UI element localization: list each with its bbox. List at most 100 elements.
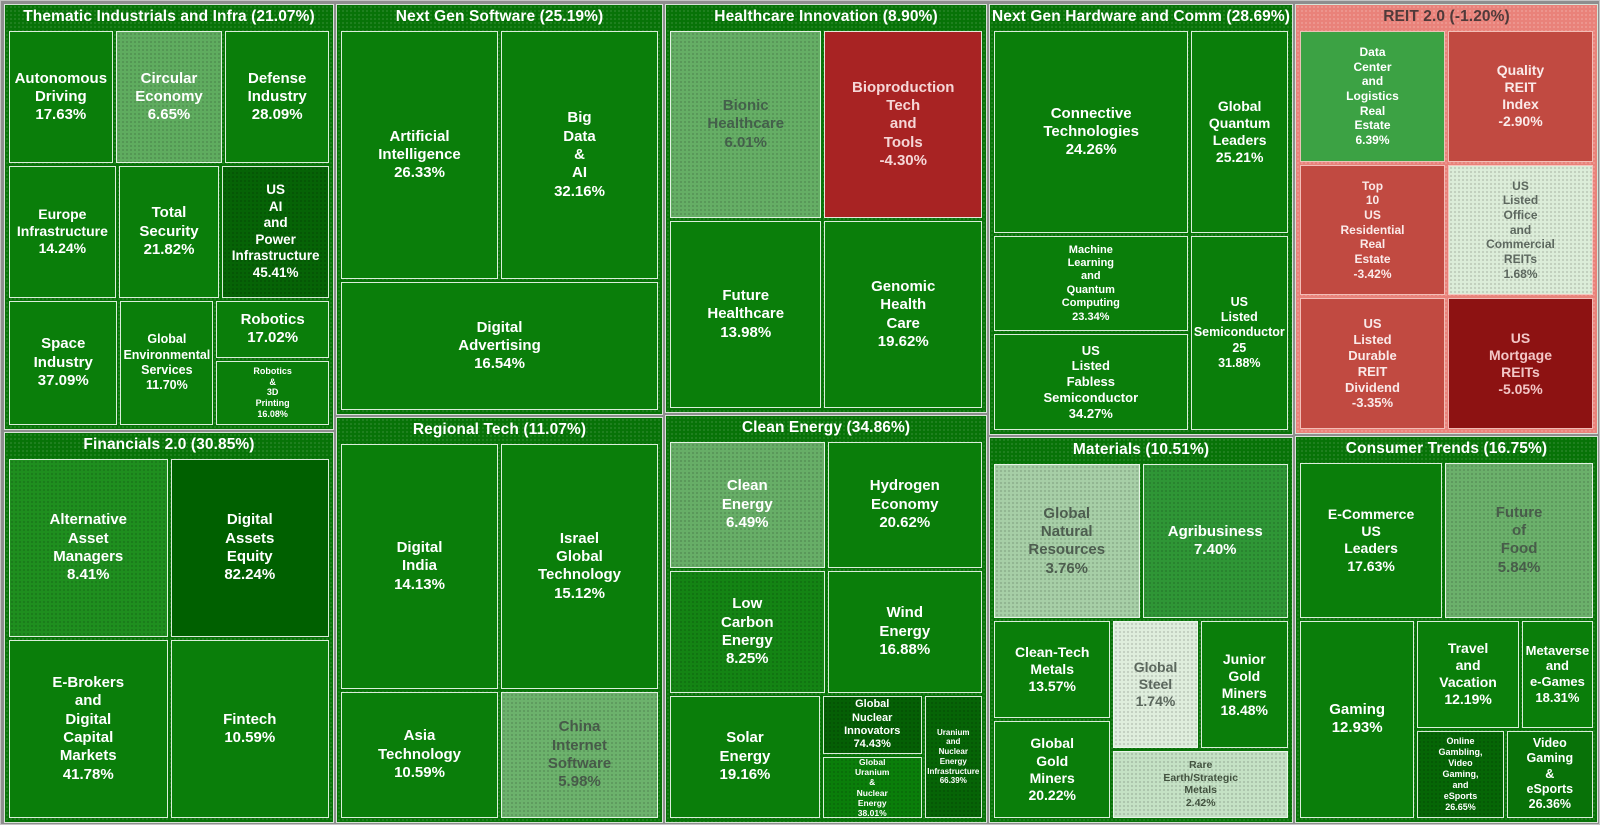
tile-metaverse-and-e-games[interactable]: Metaverse and e-Games 18.31%: [1521, 620, 1593, 728]
tile-digital-india[interactable]: Digital India 14.13%: [341, 444, 498, 689]
tile-group: Europe Infrastructure 14.24% Total Securit…: [9, 165, 329, 298]
tile-travel-and-vacation[interactable]: Travel and Vacation 12.19%: [1417, 620, 1519, 728]
tile-clean-energy[interactable]: Clean Energy 6.49%: [670, 442, 825, 568]
tile-group: Global Natural Resources 3.76% Agribusines…: [994, 464, 1288, 619]
tile-label: Agribusiness: [1167, 522, 1263, 540]
tile-bionic-healthcare[interactable]: Bionic Healthcare 6.01%: [670, 31, 822, 218]
tile-robotics[interactable]: Robotics 17.02%: [216, 300, 330, 358]
tile-future-healthcare[interactable]: Future Healthcare 13.98%: [670, 221, 822, 408]
tile-global-quantum-leaders[interactable]: Global Quantum Leaders 25.21%: [1191, 31, 1288, 233]
tile-junior-gold-miners[interactable]: Junior Gold Miners 18.48%: [1200, 621, 1288, 748]
section-tiles: Alternative Asset Managers 8.41% Digital A…: [5, 457, 333, 822]
tile-us-mortgage-reits[interactable]: US Mortgage REITs -5.05%: [1448, 298, 1593, 430]
tile-low-carbon-energy[interactable]: Low Carbon Energy 8.25%: [670, 570, 825, 693]
section-header: Next Gen Software (25.19%): [395, 8, 604, 25]
tile-e-brokers-and-digital-capital-markets[interactable]: E-Brokers and Digital Capital Markets 41.…: [9, 640, 168, 818]
tile-label: E-Brokers and Digital Capital Markets: [52, 674, 125, 765]
tile-gaming[interactable]: Gaming 12.93%: [1300, 620, 1415, 818]
tile-defense-industry[interactable]: Defense Industry 28.09%: [225, 31, 329, 163]
tile-digital-assets-equity[interactable]: Digital Assets Equity 82.24%: [170, 459, 329, 637]
tile-percent: 14.13%: [394, 575, 445, 593]
tile-europe-infrastructure[interactable]: Europe Infrastructure 14.24%: [9, 165, 116, 298]
tile-space-industry[interactable]: Space Industry 37.09%: [9, 300, 118, 425]
section-tiles: Data Center and Logistics Real Estate 6.3…: [1296, 29, 1597, 433]
tile-us-listed-durable-reit-dividend[interactable]: US Listed Durable REIT Dividend -3.35%: [1300, 298, 1445, 430]
tile-rare-earth-strategic-metals[interactable]: Rare Earth/Strategic Metals 2.42%: [1113, 750, 1288, 818]
tile-big-data-ai[interactable]: Big Data & AI 32.16%: [501, 31, 658, 280]
tile-global-gold-miners[interactable]: Global Gold Miners 20.22%: [994, 721, 1111, 818]
tile-percent: 16.08%: [257, 409, 288, 420]
tile-artificial-intelligence[interactable]: Artificial Intelligence 26.33%: [341, 31, 498, 280]
tile-label: Fintech: [223, 710, 277, 728]
tile-online-gambling-video-gaming-and-esports[interactable]: Online Gambling, Video Gaming, and eSpor…: [1417, 730, 1504, 818]
tile-percent: 21.82%: [143, 241, 195, 259]
tile-wind-energy[interactable]: Wind Energy 16.88%: [827, 570, 982, 693]
section-tiles: Autonomous Driving 17.63% Circular Economy…: [5, 29, 333, 429]
tile-label: Asia Technology: [377, 727, 462, 763]
tile-asia-technology[interactable]: Asia Technology 10.59%: [341, 691, 498, 818]
section-next-gen-software: Next Gen Software (25.19%) Artificial In…: [337, 5, 662, 414]
tile-autonomous-driving[interactable]: Autonomous Driving 17.63%: [9, 31, 113, 163]
tile-machine-learning-and-quantum-computing[interactable]: Machine Learning and Quantum Computing 23…: [994, 235, 1188, 332]
tile-percent: 20.22%: [1028, 786, 1076, 803]
tile-digital-advertising[interactable]: Digital Advertising 16.54%: [341, 282, 658, 410]
tile-agribusiness[interactable]: Agribusiness 7.40%: [1142, 464, 1288, 619]
tile-alternative-asset-managers[interactable]: Alternative Asset Managers 8.41%: [9, 459, 168, 637]
tile-group: Gaming 12.93% Travel and Vacation 12.19% Met…: [1300, 620, 1593, 818]
tile-label: Travel and Vacation: [1439, 640, 1497, 691]
tile-china-internet-software[interactable]: China Internet Software 5.98%: [501, 691, 658, 818]
tile-bioproduction-tech-and-tools[interactable]: Bioproduction Tech and Tools -4.30%: [824, 31, 982, 218]
tile-us-listed-semiconductor-25[interactable]: US Listed Semiconductor 25 31.88%: [1190, 235, 1288, 430]
tile-label: US Listed Semiconductor 25: [1193, 294, 1285, 355]
tile-percent: 82.24%: [224, 566, 276, 584]
tile-group: Connective Technologies 24.26% Global Quan…: [994, 31, 1288, 233]
tile-us-listed-office-and-commercial-reits[interactable]: US Listed Office and Commercial REITs 1.6…: [1448, 164, 1593, 296]
tile-robotics-3d-printing[interactable]: Robotics & 3D Printing 16.08%: [216, 360, 330, 425]
tile-percent: 24.26%: [1065, 141, 1117, 159]
tile-label: Uranium and Nuclear Energy Infrastructur…: [927, 727, 980, 776]
tile-circular-economy[interactable]: Circular Economy 6.65%: [115, 31, 223, 163]
tile-percent: -3.42%: [1353, 266, 1392, 281]
tile-group: Travel and Vacation 12.19% Metaverse and e…: [1417, 620, 1593, 728]
tile-total-security[interactable]: Total Security 21.82%: [118, 165, 220, 298]
section-header: Thematic Industrials and Infra (21.07%): [23, 8, 315, 25]
tile-connective-technologies[interactable]: Connective Technologies 24.26%: [994, 31, 1189, 233]
tile-label: Junior Gold Miners: [1221, 650, 1267, 701]
tile-e-commerce-us-leaders[interactable]: E-Commerce US Leaders 17.63%: [1300, 463, 1443, 618]
tile-group: Global Natural Resources 3.76% Agribusines…: [994, 464, 1288, 818]
tile-video-gaming-esports[interactable]: Video Gaming & eSports 26.36%: [1506, 730, 1593, 818]
tile-global-steel[interactable]: Global Steel 1.74%: [1113, 621, 1198, 748]
tile-percent: 31.88%: [1218, 355, 1261, 370]
section-tiles: Artificial Intelligence 26.33% Big Data & …: [337, 29, 662, 414]
tile-quality-reit-index[interactable]: Quality REIT Index -2.90%: [1448, 31, 1593, 162]
tile-group: Space Industry 37.09% Global Environmental…: [9, 300, 330, 425]
tile-future-of-food[interactable]: Future of Food 5.84%: [1445, 463, 1593, 618]
section-header: Regional Tech (11.07%): [412, 421, 587, 438]
tile-label: Global Uranium & Nuclear Energy: [854, 757, 890, 808]
tile-uranium-and-nuclear-energy-infrastructure[interactable]: Uranium and Nuclear Energy Infrastructur…: [924, 695, 982, 818]
tile-solar-energy[interactable]: Solar Energy 19.16%: [670, 695, 820, 818]
tile-percent: 23.34%: [1072, 310, 1110, 323]
tile-label: Rare Earth/Strategic Metals: [1163, 758, 1239, 797]
tile-global-nuclear-innovators[interactable]: Global Nuclear Innovators 74.43%: [822, 695, 922, 755]
tile-top-10-us-residential-real-estate[interactable]: Top 10 US Residential Real Estate -3.42%: [1300, 164, 1445, 296]
tile-israel-global-technology[interactable]: Israel Global Technology 15.12%: [501, 444, 658, 689]
tile-hydrogen-economy[interactable]: Hydrogen Economy 20.62%: [827, 442, 982, 568]
tile-data-center-and-logistics-real-estate[interactable]: Data Center and Logistics Real Estate 6.3…: [1300, 31, 1445, 162]
tile-genomic-health-care[interactable]: Genomic Health Care 19.62%: [824, 221, 982, 408]
tile-global-environmental-services[interactable]: Global Environmental Services 11.70%: [120, 300, 214, 425]
tile-label: Gaming: [1329, 701, 1386, 719]
tile-percent: 8.25%: [725, 650, 769, 668]
tile-global-natural-resources[interactable]: Global Natural Resources 3.76%: [994, 464, 1140, 619]
tile-group: Clean Energy 6.49% Hydrogen Economy 20.62%: [670, 442, 982, 568]
tile-label: Europe Infrastructure: [16, 206, 108, 240]
tile-us-ai-and-power-infrastructure[interactable]: US AI and Power Infrastructure 45.41%: [222, 165, 329, 298]
tile-label: Space Industry: [33, 335, 93, 371]
tile-percent: 16.88%: [879, 640, 931, 658]
tile-clean-tech-metals[interactable]: Clean-Tech Metals 13.57%: [994, 621, 1111, 719]
tile-us-listed-fabless-semiconductor[interactable]: US Listed Fabless Semiconductor 34.27%: [994, 334, 1188, 431]
tile-global-uranium-nuclear-energy[interactable]: Global Uranium & Nuclear Energy 38.01%: [822, 757, 922, 818]
tile-percent: 19.62%: [877, 332, 929, 350]
tile-fintech[interactable]: Fintech 10.59%: [170, 640, 329, 818]
